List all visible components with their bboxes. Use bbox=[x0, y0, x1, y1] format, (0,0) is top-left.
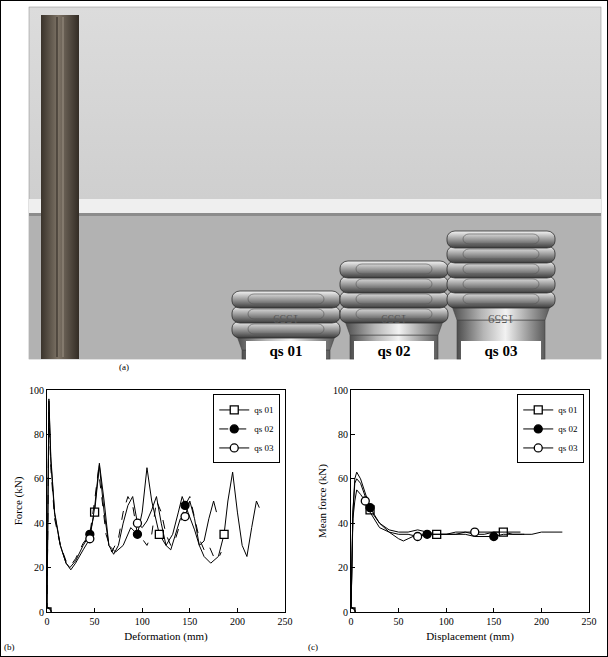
svg-text:qs 02: qs 02 bbox=[378, 343, 411, 359]
svg-text:150: 150 bbox=[182, 616, 197, 627]
svg-text:200: 200 bbox=[534, 616, 549, 627]
svg-text:100: 100 bbox=[135, 616, 150, 627]
svg-text:Deformation (mm): Deformation (mm) bbox=[124, 630, 208, 643]
svg-text:Force (kN): Force (kN) bbox=[12, 476, 25, 525]
svg-text:250: 250 bbox=[582, 616, 597, 627]
svg-text:Displacement (mm): Displacement (mm) bbox=[426, 630, 514, 643]
svg-text:60: 60 bbox=[338, 473, 348, 484]
svg-text:qs 02: qs 02 bbox=[254, 424, 273, 434]
svg-text:100: 100 bbox=[29, 385, 44, 396]
svg-text:0: 0 bbox=[39, 607, 44, 618]
svg-text:80: 80 bbox=[34, 429, 44, 440]
svg-text:qs 03: qs 03 bbox=[254, 443, 274, 453]
svg-text:100: 100 bbox=[333, 385, 348, 396]
svg-text:40: 40 bbox=[34, 518, 44, 529]
svg-text:50: 50 bbox=[90, 616, 100, 627]
svg-text:150: 150 bbox=[486, 616, 501, 627]
svg-text:0: 0 bbox=[343, 607, 348, 618]
svg-text:qs 03: qs 03 bbox=[485, 343, 518, 359]
svg-text:qs 01: qs 01 bbox=[270, 343, 303, 359]
html-text:(c): (c) bbox=[308, 642, 318, 652]
svg-text:1559: 1559 bbox=[273, 312, 299, 327]
svg-text:50: 50 bbox=[394, 616, 404, 627]
svg-text:Mean force (kN): Mean force (kN) bbox=[316, 464, 329, 538]
svg-text:200: 200 bbox=[230, 616, 245, 627]
svg-text:0: 0 bbox=[45, 616, 50, 627]
svg-text:20: 20 bbox=[338, 562, 348, 573]
svg-text:1559: 1559 bbox=[381, 312, 407, 327]
svg-text:40: 40 bbox=[338, 518, 348, 529]
svg-text:1559: 1559 bbox=[488, 312, 514, 327]
svg-text:(a): (a) bbox=[119, 362, 129, 372]
svg-text:60: 60 bbox=[34, 473, 44, 484]
svg-text:qs 02: qs 02 bbox=[558, 424, 577, 434]
svg-text:250: 250 bbox=[278, 616, 293, 627]
svg-text:80: 80 bbox=[338, 429, 348, 440]
svg-text:qs 01: qs 01 bbox=[254, 405, 273, 415]
svg-text:0: 0 bbox=[349, 616, 354, 627]
svg-text:100: 100 bbox=[439, 616, 454, 627]
html-text:(b): (b) bbox=[4, 642, 15, 652]
svg-text:20: 20 bbox=[34, 562, 44, 573]
svg-text:qs 03: qs 03 bbox=[558, 443, 578, 453]
svg-text:qs 01: qs 01 bbox=[558, 405, 577, 415]
